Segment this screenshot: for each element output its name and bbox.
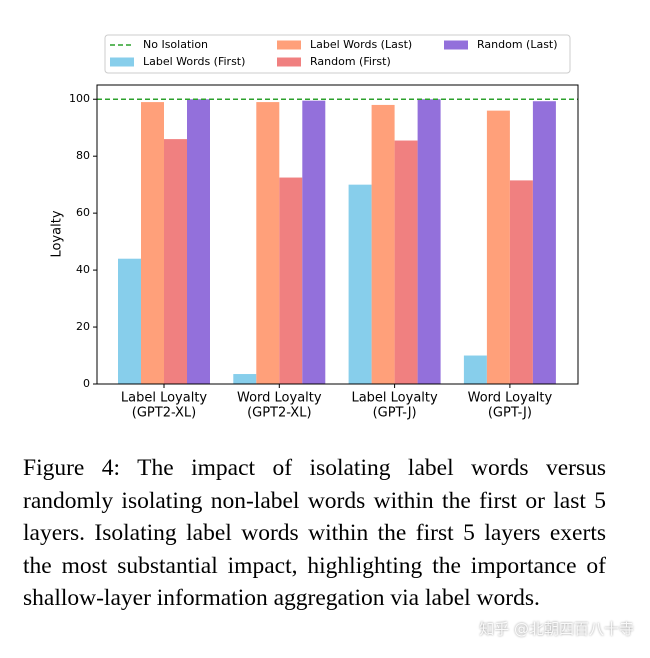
y-tick-label: 60: [76, 206, 90, 219]
bar: [394, 140, 418, 384]
y-axis-label: Loyalty: [50, 210, 65, 257]
legend-label: Label Words (First): [143, 55, 245, 68]
bar: [486, 110, 510, 384]
bar: [532, 101, 556, 384]
x-tick-label: Label Loyalty: [351, 391, 438, 406]
x-tick-label: Label Loyalty: [121, 391, 208, 406]
legend-label: Random (First): [310, 55, 391, 68]
legend-label: Label Words (Last): [310, 38, 412, 51]
legend-swatch: [277, 40, 301, 50]
bar: [256, 102, 280, 384]
y-tick-label: 100: [69, 92, 90, 105]
caption: Figure 4: The impact of isolating label …: [23, 455, 606, 611]
plot-frame: [96, 84, 579, 385]
bar: [417, 99, 441, 384]
bar: [463, 355, 487, 384]
bar: [118, 258, 141, 384]
bar: [187, 99, 210, 384]
x-tick-label: Word Loyalty: [468, 391, 553, 406]
y-tick-label: 0: [83, 377, 90, 390]
x-tick-label: Word Loyalty: [237, 391, 322, 406]
legend-swatch: [444, 40, 468, 50]
watermark: 知乎 @北朝四百八十寺: [479, 620, 634, 638]
x-tick-label: (GPT-J): [488, 406, 532, 421]
bar: [509, 180, 533, 384]
y-tick-label: 80: [76, 149, 90, 162]
bar: [371, 104, 395, 384]
y-tick-label: 40: [76, 263, 90, 276]
bar: [302, 100, 326, 385]
bar: [279, 177, 303, 384]
bar: [348, 184, 372, 384]
y-tick-label: 20: [76, 320, 90, 333]
bar: [141, 102, 164, 384]
legend-swatch: [110, 57, 134, 67]
x-tick-label: (GPT2-XL): [247, 406, 311, 421]
legend-label: Random (Last): [477, 38, 558, 51]
x-tick-label: (GPT-J): [373, 406, 417, 421]
legend-label: No Isolation: [143, 38, 208, 51]
x-tick-label: (GPT2-XL): [132, 406, 196, 421]
bar: [164, 139, 187, 384]
legend-swatch: [277, 57, 301, 67]
bar: [233, 374, 257, 384]
